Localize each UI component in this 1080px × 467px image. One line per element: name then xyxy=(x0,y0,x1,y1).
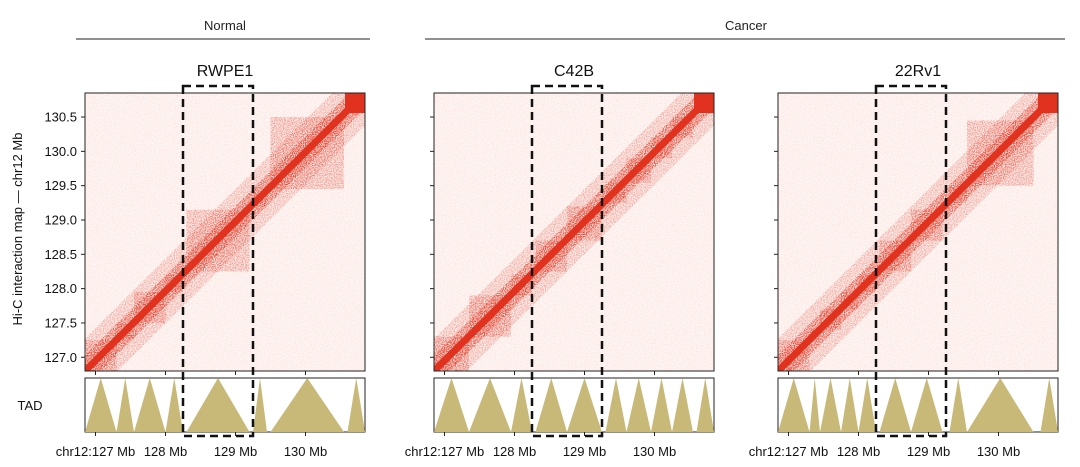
tad-triangle xyxy=(511,378,532,432)
tad-triangle xyxy=(270,378,344,432)
corner-hotspot xyxy=(1038,93,1058,113)
corner-hotspot xyxy=(345,93,365,113)
tad-track xyxy=(85,378,365,432)
tad-triangle xyxy=(626,378,651,432)
tad-triangle xyxy=(820,378,841,432)
panel-title: 22Rv1 xyxy=(895,63,941,80)
x-tick-label: 129 Mb xyxy=(907,444,950,459)
panel-title: RWPE1 xyxy=(197,63,254,80)
tad-triangle xyxy=(535,378,567,432)
tad-row-label: TAD xyxy=(17,398,42,413)
tad-triangle xyxy=(347,378,365,432)
heatmap-body xyxy=(85,93,365,371)
y-tick-label: 129.5 xyxy=(44,178,77,193)
panels: RWPE1 127.0 127.5 128.0 128.5 129.0 129.5 130.0… xyxy=(44,63,1059,459)
y-tick-label: 130.0 xyxy=(44,144,77,159)
tad-triangle xyxy=(911,378,943,432)
corner-hotspot xyxy=(694,93,714,113)
tad-triangle xyxy=(567,378,602,432)
diagonal-core xyxy=(434,93,714,371)
tad-triangle xyxy=(253,378,267,432)
tad-triangle xyxy=(434,378,469,432)
group-label-cancer: Cancer xyxy=(725,18,768,33)
panel-0: RWPE1 127.0 127.5 128.0 128.5 129.0 129.5 130.0… xyxy=(44,63,366,459)
y-tick-label: 127.0 xyxy=(44,350,77,365)
tad-triangle xyxy=(186,378,250,432)
heatmap-frame xyxy=(777,92,1059,372)
tad-triangle xyxy=(841,378,859,432)
diagonal-core xyxy=(85,93,365,371)
x-tick-label: chr12:127 Mb xyxy=(749,444,829,459)
tad-triangle xyxy=(879,378,911,432)
panel-1: C42B chr12:127 Mb 128 Mb 129 Mb 130 Mb xyxy=(405,63,715,459)
x-tick-label: 130 Mb xyxy=(977,444,1020,459)
x-tick-label: 128 Mb xyxy=(144,444,187,459)
tad-track xyxy=(778,378,1058,432)
group-header-normal: Normal xyxy=(76,18,370,40)
x-tick-label: 130 Mb xyxy=(633,444,676,459)
x-tick-label: 130 Mb xyxy=(284,444,327,459)
y-tick-label: 128.0 xyxy=(44,281,77,296)
tad-triangle xyxy=(85,378,117,432)
highlight-box xyxy=(530,84,604,438)
tad-triangle xyxy=(134,378,166,432)
tad-triangle xyxy=(469,378,511,432)
x-tick-label: chr12:127 Mb xyxy=(56,444,136,459)
heatmap-body xyxy=(434,93,714,371)
y-tick-label: 130.5 xyxy=(44,110,77,125)
heatmap-body xyxy=(778,93,1058,371)
highlight-box xyxy=(181,84,255,438)
y-axis-title: Hi-C interaction map — chr12 Mb xyxy=(10,133,25,326)
tad-triangle xyxy=(809,378,820,432)
panel-title: C42B xyxy=(554,63,594,80)
tad-triangle xyxy=(967,378,1034,432)
tad-triangle xyxy=(778,378,810,432)
highlight-box xyxy=(874,84,948,438)
tad-triangle xyxy=(1040,378,1058,432)
y-tick-label: 128.5 xyxy=(44,247,77,262)
tad-triangle xyxy=(672,378,693,432)
x-tick-label: chr12:127 Mb xyxy=(405,444,485,459)
tad-triangle xyxy=(605,378,627,432)
tad-triangle xyxy=(696,378,714,432)
tad-track xyxy=(434,378,714,432)
tad-triangle xyxy=(858,378,876,432)
heatmap-frame xyxy=(433,92,715,372)
diagonal-core xyxy=(778,93,1058,371)
group-label-normal: Normal xyxy=(204,18,246,33)
x-tick-label: 128 Mb xyxy=(493,444,536,459)
heatmap-frame xyxy=(84,92,366,372)
tad-triangle xyxy=(116,378,134,432)
tad-triangle xyxy=(165,378,183,432)
x-tick-label: 129 Mb xyxy=(563,444,606,459)
x-tick-label: 129 Mb xyxy=(214,444,257,459)
x-tick-label: 128 Mb xyxy=(837,444,880,459)
panel-2: 22Rv1 chr12:127 Mb 128 Mb 129 Mb 130 Mb xyxy=(749,63,1059,459)
tad-triangle xyxy=(949,378,967,432)
group-header-cancer: Cancer xyxy=(425,18,1065,40)
tad-triangle xyxy=(651,378,672,432)
y-tick-label: 129.0 xyxy=(44,212,77,227)
y-tick-label: 127.5 xyxy=(44,315,77,330)
